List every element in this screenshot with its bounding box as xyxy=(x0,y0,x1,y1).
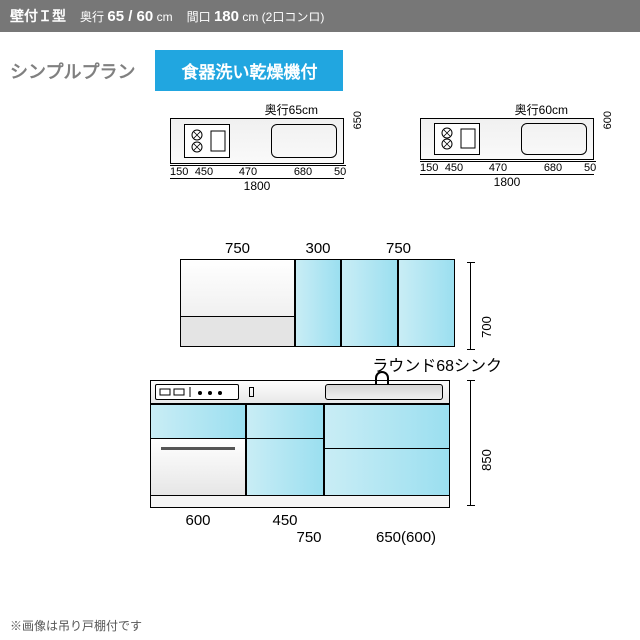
wall-cabinet xyxy=(341,259,398,347)
base-cabinet-elevation: ラウンド68シンク xyxy=(120,380,472,546)
range-hood xyxy=(180,259,295,347)
width-label: 間口 180 cm (2口コンロ) xyxy=(187,8,325,25)
stovetop-side xyxy=(155,384,239,400)
dim: 450 xyxy=(246,512,324,529)
plan-name: シンプルプラン xyxy=(10,58,135,84)
plan-views: 奥行65cm 650 150 450 470 680 50 1800 奥行60c… xyxy=(0,101,640,201)
dim-vertical: 850 xyxy=(470,380,471,506)
layout-type: 壁付Ｉ型 xyxy=(10,6,66,26)
sink-label: ラウンド68シンク xyxy=(372,352,502,376)
plan-view-60: 奥行60cm 600 150 450 470 680 50 1800 xyxy=(420,101,616,189)
dim: 600 xyxy=(150,512,246,529)
sink-side xyxy=(325,384,443,400)
feature-badge: 食器洗い乾燥機付 xyxy=(155,50,343,91)
faucet-icon xyxy=(375,371,389,385)
dim: 750 xyxy=(180,240,295,257)
footnote: ※画像は吊り戸棚付です xyxy=(10,617,142,634)
plan-row: シンプルプラン 食器洗い乾燥機付 xyxy=(10,50,640,91)
wall-cabinet xyxy=(295,259,341,347)
plan-view-65: 奥行65cm 650 150 450 470 680 50 1800 xyxy=(170,101,366,193)
dim: 300 xyxy=(295,240,341,257)
dim-vertical: 700 xyxy=(470,262,471,350)
wall-cabinet xyxy=(398,259,455,347)
dim: 750 xyxy=(246,529,372,546)
depth-label: 奥行 65 / 60 cm xyxy=(80,8,173,25)
header-bar: 壁付Ｉ型 奥行 65 / 60 cm 間口 180 cm (2口コンロ) xyxy=(0,0,640,32)
wall-cabinet-elevation: 750 300 750 700 xyxy=(150,240,456,347)
dim: 750 xyxy=(341,240,456,257)
dim: 650(600) xyxy=(372,529,472,546)
